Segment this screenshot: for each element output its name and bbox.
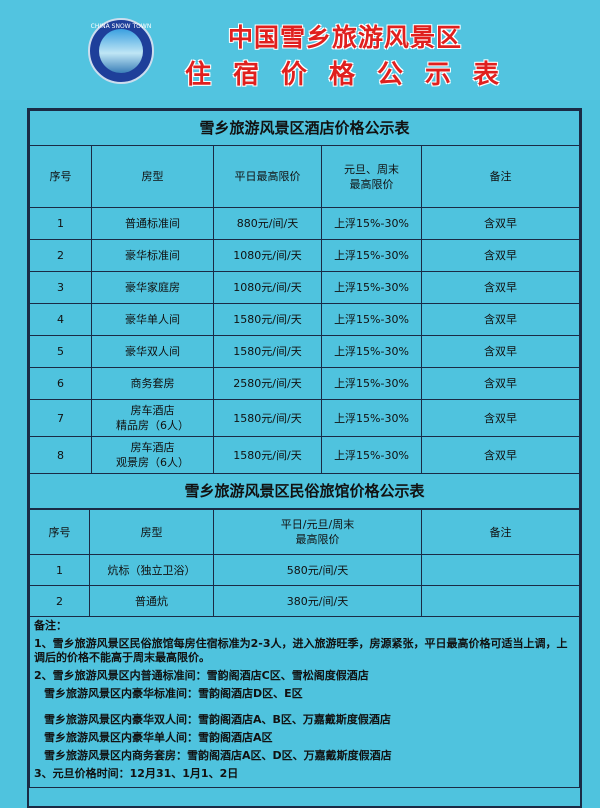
table-cell: 炕标（独立卫浴）: [89, 554, 214, 586]
table-cell: 上浮15%-30%: [321, 436, 422, 474]
note-item: 2、雪乡旅游风景区内普通标准间：雪韵阁酒店C区、雪松阁度假酒店: [34, 669, 369, 682]
page-header: CHINA SNOW TOWN 中国雪乡旅游风景区 住宿价格公示表: [0, 0, 600, 100]
table-cell: 上浮15%-30%: [321, 271, 422, 304]
column-header: 序号: [29, 145, 92, 208]
table-cell: 1580元/间/天: [213, 436, 322, 474]
notes-heading: 备注：: [34, 619, 67, 632]
table-cell: 4: [29, 303, 92, 336]
table-cell: 含双早: [421, 399, 580, 437]
note-item: 1、雪乡旅游风景区民俗旅馆每房住宿标准为2-3人，进入旅游旺季，房源紧张，平日最…: [34, 637, 568, 664]
table-row: 8 房车酒店 观景房（6人） 1580元/间/天 上浮15%-30% 含双早: [29, 436, 580, 474]
snow-town-logo: CHINA SNOW TOWN: [88, 18, 154, 84]
table-row: 1 炕标（独立卫浴） 580元/间/天: [29, 554, 580, 586]
table-cell: 580元/间/天: [213, 554, 422, 586]
note-item: 雪乡旅游风景区内商务套房：雪韵阁酒店A区、D区、万嘉戴斯度假酒店: [44, 749, 392, 762]
table-cell: 豪华双人间: [91, 335, 214, 368]
table-cell: 8: [29, 436, 92, 474]
table-cell: 含双早: [421, 303, 580, 336]
table-cell: 房车酒店 精品房（6人）: [91, 399, 214, 437]
table-cell: 1580元/间/天: [213, 335, 322, 368]
table-cell: 2580元/间/天: [213, 367, 322, 400]
note-item: 雪乡旅游风景区内豪华双人间：雪韵阁酒店A、B区、万嘉戴斯度假酒店: [44, 713, 391, 726]
folk-table-title: 雪乡旅游风景区民俗旅馆价格公示表: [29, 473, 580, 509]
note-item: 雪乡旅游风景区内豪华标准间：雪韵阁酒店D区、E区: [44, 687, 303, 700]
table-cell: 1080元/间/天: [213, 271, 322, 304]
column-header: 元旦、周末 最高限价: [321, 145, 422, 208]
table-cell: 豪华标准间: [91, 239, 214, 272]
column-header: 房型: [89, 509, 214, 555]
table-cell: 上浮15%-30%: [321, 303, 422, 336]
table-cell: 1: [29, 207, 92, 240]
table-row: 3 豪华家庭房 1080元/间/天 上浮15%-30% 含双早: [29, 271, 580, 304]
table-cell: 普通标准间: [91, 207, 214, 240]
table-cell: 3: [29, 271, 92, 304]
note-item: 3、元旦价格时间：12月31、1月1、2日: [34, 767, 239, 780]
folk-price-table: 序号 房型 平日/元旦/周末 最高限价 备注 1 炕标（独立卫浴） 580元/间/天 2 普通…: [29, 509, 580, 788]
table-cell: 豪华单人间: [91, 303, 214, 336]
table-cell: 上浮15%-30%: [321, 239, 422, 272]
table-row: 1 普通标准间 880元/间/天 上浮15%-30% 含双早: [29, 207, 580, 240]
table-cell: 商务套房: [91, 367, 214, 400]
column-header: 备注: [421, 145, 580, 208]
column-header: 房型: [91, 145, 214, 208]
table-row: 4 豪华单人间 1580元/间/天 上浮15%-30% 含双早: [29, 303, 580, 336]
table-cell: 含双早: [421, 367, 580, 400]
column-header: 平日最高限价: [213, 145, 322, 208]
table-cell: 含双早: [421, 271, 580, 304]
table-cell: 380元/间/天: [213, 585, 422, 617]
table-row: 5 豪华双人间 1580元/间/天 上浮15%-30% 含双早: [29, 335, 580, 368]
table-cell: 普通炕: [89, 585, 214, 617]
page-title: 中国雪乡旅游风景区: [228, 23, 463, 52]
table-cell: 1580元/间/天: [213, 399, 322, 437]
table-cell: 6: [29, 367, 92, 400]
table-cell: 含双早: [421, 207, 580, 240]
column-header: 备注: [421, 509, 580, 555]
table-row: 6 商务套房 2580元/间/天 上浮15%-30% 含双早: [29, 367, 580, 400]
note-item: 雪乡旅游风景区内豪华单人间：雪韵阁酒店A区: [44, 731, 273, 744]
table-row: 7 房车酒店 精品房（6人） 1580元/间/天 上浮15%-30% 含双早: [29, 399, 580, 437]
table-cell: 上浮15%-30%: [321, 335, 422, 368]
table-cell: 880元/间/天: [213, 207, 322, 240]
notes-section: 备注： 1、雪乡旅游风景区民俗旅馆每房住宿标准为2-3人，进入旅游旺季，房源紧张…: [29, 616, 580, 788]
table-cell: 上浮15%-30%: [321, 207, 422, 240]
page-subtitle: 住宿价格公示表: [185, 60, 522, 90]
table-row: 2 普通炕 380元/间/天: [29, 585, 580, 617]
table-cell: [421, 585, 580, 617]
table-cell: 房车酒店 观景房（6人）: [91, 436, 214, 474]
table-cell: 5: [29, 335, 92, 368]
table-cell: 7: [29, 399, 92, 437]
table-cell: 1: [29, 554, 90, 586]
table-cell: 2: [29, 585, 90, 617]
table-cell: 含双早: [421, 239, 580, 272]
table-cell: [421, 554, 580, 586]
table-cell: 豪华家庭房: [91, 271, 214, 304]
table-cell: 1080元/间/天: [213, 239, 322, 272]
table-cell: 上浮15%-30%: [321, 399, 422, 437]
column-header: 平日/元旦/周末 最高限价: [213, 509, 422, 555]
column-header: 序号: [29, 509, 90, 555]
table-cell: 1580元/间/天: [213, 303, 322, 336]
table-cell: 上浮15%-30%: [321, 367, 422, 400]
table-cell: 2: [29, 239, 92, 272]
hotel-table-title: 雪乡旅游风景区酒店价格公示表: [29, 110, 580, 146]
table-cell: 含双早: [421, 335, 580, 368]
table-row: 2 豪华标准间 1080元/间/天 上浮15%-30% 含双早: [29, 239, 580, 272]
table-cell: 含双早: [421, 436, 580, 474]
